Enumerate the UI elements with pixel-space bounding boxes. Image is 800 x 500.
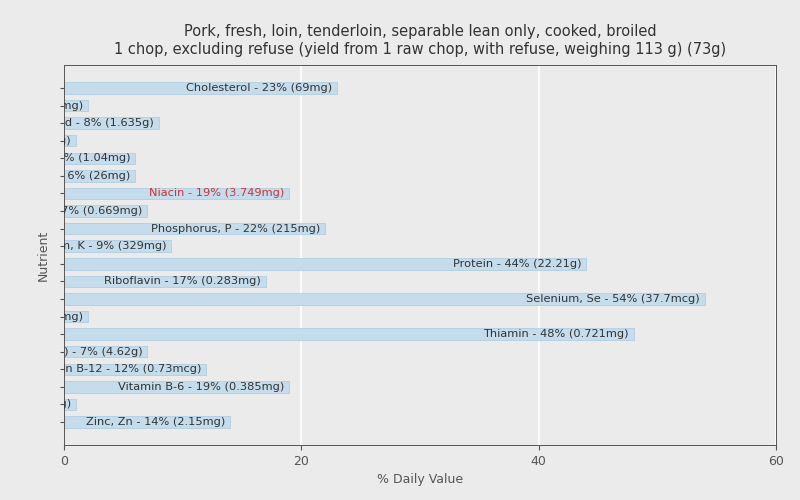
Text: Sodium, Na - 2% (47mg): Sodium, Na - 2% (47mg) [0,312,83,322]
Bar [64,258,586,270]
Text: Fatty acids, total saturated - 8% (1.635g): Fatty acids, total saturated - 8% (1.635… [0,118,154,128]
Bar [64,364,206,375]
Text: Protein - 44% (22.21g): Protein - 44% (22.21g) [453,259,582,269]
Text: Folate, total - 1% (4mcg): Folate, total - 1% (4mcg) [0,136,71,145]
Bar [64,346,147,358]
Text: Vitamin B-12 - 12% (0.73mcg): Vitamin B-12 - 12% (0.73mcg) [30,364,202,374]
X-axis label: % Daily Value: % Daily Value [377,474,463,486]
Text: Vitamin C, total ascorbic acid - 1% (0.7mg): Vitamin C, total ascorbic acid - 1% (0.7… [0,400,71,409]
Text: Riboflavin - 17% (0.283mg): Riboflavin - 17% (0.283mg) [104,276,261,286]
Text: Zinc, Zn - 14% (2.15mg): Zinc, Zn - 14% (2.15mg) [86,417,226,427]
Text: Phosphorus, P - 22% (215mg): Phosphorus, P - 22% (215mg) [151,224,320,234]
Bar [64,223,325,234]
Text: Magnesium, Mg - 6% (26mg): Magnesium, Mg - 6% (26mg) [0,171,130,181]
Bar [64,118,159,129]
Bar [64,188,290,199]
Text: Copper, Cu - 2% (0.050mg): Copper, Cu - 2% (0.050mg) [0,100,83,110]
Text: Total lipid (fat) - 7% (4.62g): Total lipid (fat) - 7% (4.62g) [0,346,142,356]
Bar [64,311,88,322]
Bar [64,82,337,94]
Text: Selenium, Se - 54% (37.7mcg): Selenium, Se - 54% (37.7mcg) [526,294,700,304]
Bar [64,170,135,181]
Text: Vitamin B-6 - 19% (0.385mg): Vitamin B-6 - 19% (0.385mg) [118,382,285,392]
Text: Iron, Fe - 6% (1.04mg): Iron, Fe - 6% (1.04mg) [3,154,130,164]
Bar [64,293,705,304]
Bar [64,100,88,112]
Bar [64,276,266,287]
Bar [64,381,290,392]
Text: Cholesterol - 23% (69mg): Cholesterol - 23% (69mg) [186,83,332,93]
Text: Potassium, K - 9% (329mg): Potassium, K - 9% (329mg) [11,241,166,251]
Text: Thiamin - 48% (0.721mg): Thiamin - 48% (0.721mg) [483,329,629,339]
Bar [64,416,230,428]
Bar [64,135,76,146]
Bar [64,328,634,340]
Title: Pork, fresh, loin, tenderloin, separable lean only, cooked, broiled
1 chop, excl: Pork, fresh, loin, tenderloin, separable… [114,24,726,57]
Bar [64,152,135,164]
Text: Niacin - 19% (3.749mg): Niacin - 19% (3.749mg) [150,188,285,198]
Bar [64,206,147,217]
Y-axis label: Nutrient: Nutrient [37,230,50,280]
Bar [64,240,171,252]
Text: Pantothenic acid - 7% (0.669mg): Pantothenic acid - 7% (0.669mg) [0,206,142,216]
Bar [64,398,76,410]
